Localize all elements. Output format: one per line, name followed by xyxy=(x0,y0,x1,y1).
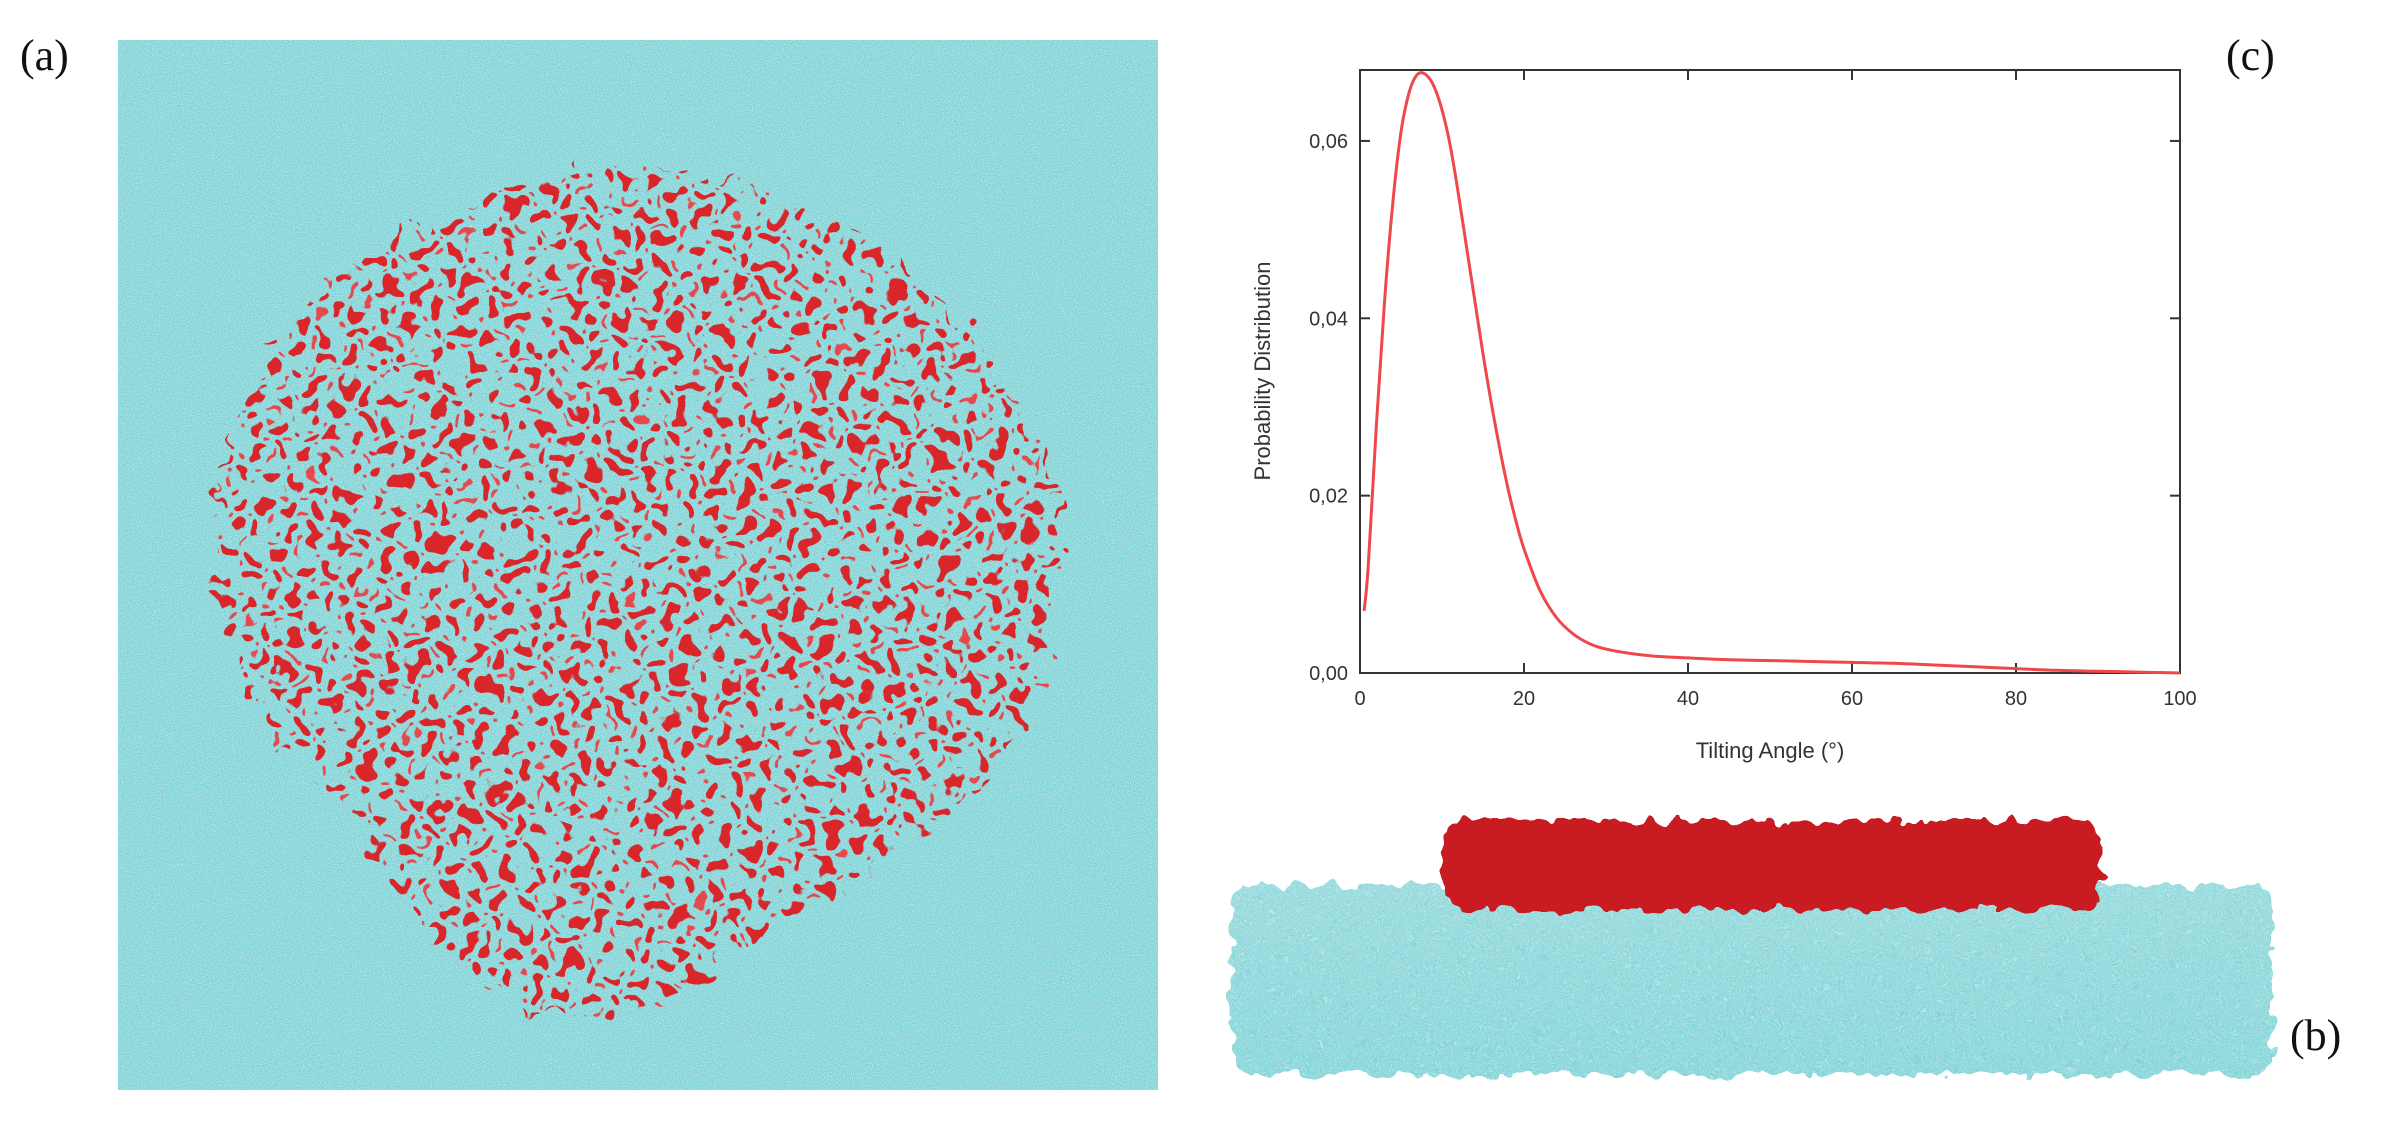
simulation-side-view xyxy=(1232,820,2272,1075)
x-axis-label: Tilting Angle (°) xyxy=(1696,738,1845,763)
x-tick-label: 100 xyxy=(2163,688,2196,710)
panel-label-a: (a) xyxy=(20,31,69,80)
y-tick-label: 0,06 xyxy=(1309,131,1348,153)
y-tick-label: 0,02 xyxy=(1309,486,1348,508)
monolayer-island xyxy=(214,167,1062,1017)
x-tick-label: 40 xyxy=(1677,688,1699,710)
panel-label-b: (b) xyxy=(2290,1011,2342,1060)
x-tick-label: 20 xyxy=(1513,688,1535,710)
y-axis-ticks: 0,00 0,02 0,04 0,06 xyxy=(1309,131,2180,685)
y-tick-label: 0,04 xyxy=(1309,308,1348,330)
x-tick-label: 0 xyxy=(1354,688,1365,710)
y-axis-label: Probability Distribution xyxy=(1250,262,1275,481)
panel-label-c: (c) xyxy=(2226,31,2275,80)
simulation-top-view xyxy=(118,40,1158,1090)
x-axis-ticks: 0 20 40 60 80 100 xyxy=(1354,70,2197,710)
tilting-angle-chart: 0 20 40 60 80 100 0,00 0,02 0,04 0,06 Tilting An… xyxy=(1250,69,2197,763)
probability-curve xyxy=(1362,71,2181,675)
x-tick-label: 80 xyxy=(2005,688,2027,710)
x-tick-label: 60 xyxy=(1841,688,1863,710)
plot-frame xyxy=(1359,69,2181,674)
monolayer-side xyxy=(1442,820,2102,910)
plot-area xyxy=(1359,69,2181,674)
y-tick-label: 0,00 xyxy=(1309,663,1348,685)
